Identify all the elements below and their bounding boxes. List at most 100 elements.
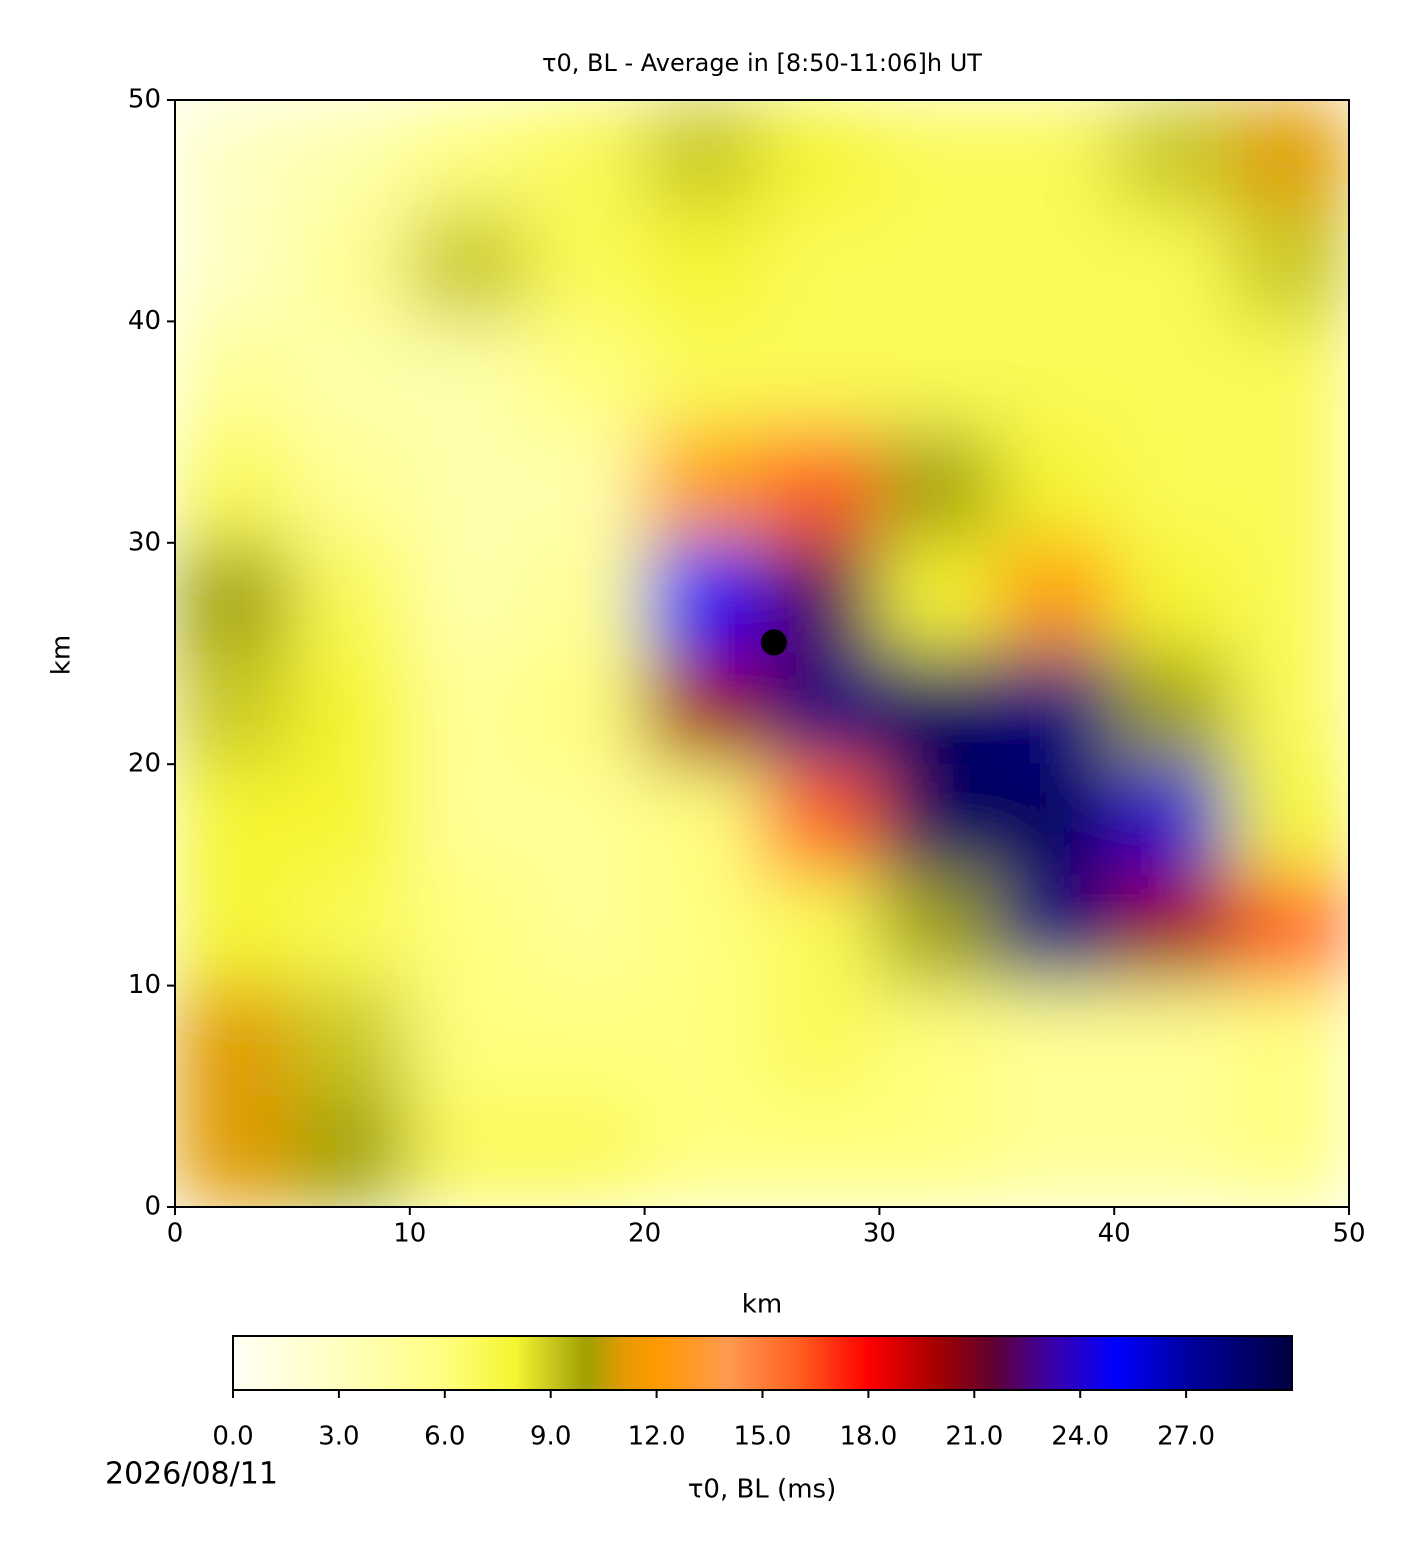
- heat-cell: [175, 431, 293, 544]
- heat-cell: [1231, 653, 1349, 765]
- heat-cell: [409, 320, 528, 433]
- heat-cell: [1113, 320, 1233, 433]
- heat-cell: [761, 210, 880, 322]
- colorbar-tick-label: 24.0: [1051, 1422, 1109, 1452]
- heat-cell: [175, 1095, 293, 1207]
- heat-cell: [996, 985, 1115, 1097]
- heat-cell: [644, 431, 763, 544]
- heat-cell: [291, 431, 411, 544]
- heat-cell: [996, 100, 1115, 212]
- heat-cell: [1113, 542, 1233, 654]
- heat-cell: [878, 653, 998, 765]
- heat-cell: [644, 985, 763, 1097]
- heat-cell: [291, 210, 411, 322]
- colorbar-tick-label: 9.0: [530, 1422, 571, 1452]
- y-axis-label: km: [47, 635, 77, 675]
- heat-cell: [1113, 100, 1233, 212]
- heat-cell: [1113, 985, 1233, 1097]
- heat-cell: [291, 763, 411, 876]
- heat-cell: [996, 653, 1115, 765]
- heat-cell: [878, 210, 998, 322]
- heat-cell: [761, 653, 880, 765]
- heat-cell: [878, 320, 998, 433]
- heat-cell: [996, 431, 1115, 544]
- heat-cell: [878, 1095, 998, 1207]
- heat-cell: [761, 763, 880, 876]
- heat-cell: [996, 763, 1115, 876]
- colorbar-tick-label: 3.0: [318, 1422, 359, 1452]
- x-tick-label: 20: [628, 1219, 661, 1249]
- heat-cell: [526, 653, 646, 765]
- heat-cell: [291, 985, 411, 1097]
- x-axis-label: km: [742, 1290, 782, 1320]
- heat-cell: [291, 874, 411, 987]
- y-tick-label: 40: [128, 306, 161, 336]
- heat-cell: [761, 431, 880, 544]
- heat-cell: [644, 874, 763, 987]
- chart-title: τ0, BL - Average in [8:50-11:06]h UT: [542, 49, 982, 77]
- plot-frame: [174, 99, 1350, 1208]
- heat-cell: [409, 100, 528, 212]
- heat-cell: [409, 210, 528, 322]
- y-tick-label: 20: [128, 749, 161, 779]
- heat-cell: [175, 100, 293, 212]
- heat-cell: [409, 874, 528, 987]
- heat-cell: [409, 431, 528, 544]
- colorbar-tick-label: 15.0: [734, 1422, 792, 1452]
- heat-cell: [1113, 653, 1233, 765]
- heat-cell: [996, 1095, 1115, 1207]
- heat-cell: [1113, 874, 1233, 987]
- heat-cell: [291, 320, 411, 433]
- heat-cell: [1231, 985, 1349, 1097]
- heat-cell: [996, 210, 1115, 322]
- heat-cell: [878, 100, 998, 212]
- heat-cell: [526, 210, 646, 322]
- colorbar-tick-label: 6.0: [424, 1422, 465, 1452]
- heat-cell: [526, 1095, 646, 1207]
- heat-cell: [878, 431, 998, 544]
- heat-cell: [526, 431, 646, 544]
- heat-cell: [409, 763, 528, 876]
- heat-cell: [644, 210, 763, 322]
- colorbar-tick-label: 27.0: [1157, 1422, 1215, 1452]
- heat-cell: [526, 542, 646, 654]
- heat-cell: [644, 542, 763, 654]
- heat-cell: [526, 320, 646, 433]
- heat-cell: [291, 653, 411, 765]
- x-tick-label: 40: [1098, 1219, 1131, 1249]
- heat-cell: [291, 542, 411, 654]
- heat-cell: [1231, 320, 1349, 433]
- heat-cell: [644, 1095, 763, 1207]
- x-tick-label: 30: [863, 1219, 896, 1249]
- heat-cell: [644, 100, 763, 212]
- heat-cell: [409, 1095, 528, 1207]
- heat-cell: [878, 542, 998, 654]
- heat-cell: [996, 542, 1115, 654]
- heat-cell: [526, 985, 646, 1097]
- y-tick-label: 30: [128, 527, 161, 557]
- heat-cell: [878, 763, 998, 876]
- colorbar-label: τ0, BL (ms): [688, 1475, 836, 1505]
- heat-cell: [526, 874, 646, 987]
- y-tick-label: 0: [144, 1192, 161, 1222]
- heat-cell: [1113, 210, 1233, 322]
- heat-cell: [644, 653, 763, 765]
- heat-cell: [175, 763, 293, 876]
- heat-cell: [1113, 763, 1233, 876]
- colorbar-tick-label: 18.0: [839, 1422, 897, 1452]
- heat-cell: [761, 1095, 880, 1207]
- heat-cell: [996, 874, 1115, 987]
- heat-cell: [175, 320, 293, 433]
- heat-cell: [1231, 1095, 1349, 1207]
- heat-cell: [1231, 542, 1349, 654]
- heat-cell: [761, 985, 880, 1097]
- heat-cell: [1113, 431, 1233, 544]
- heat-cell: [1231, 763, 1349, 876]
- heat-cell: [761, 100, 880, 212]
- heat-cell: [1231, 874, 1349, 987]
- x-tick-label: 0: [167, 1219, 184, 1249]
- heat-cell: [409, 653, 528, 765]
- field: [175, 100, 1349, 1207]
- heat-cell: [1231, 431, 1349, 544]
